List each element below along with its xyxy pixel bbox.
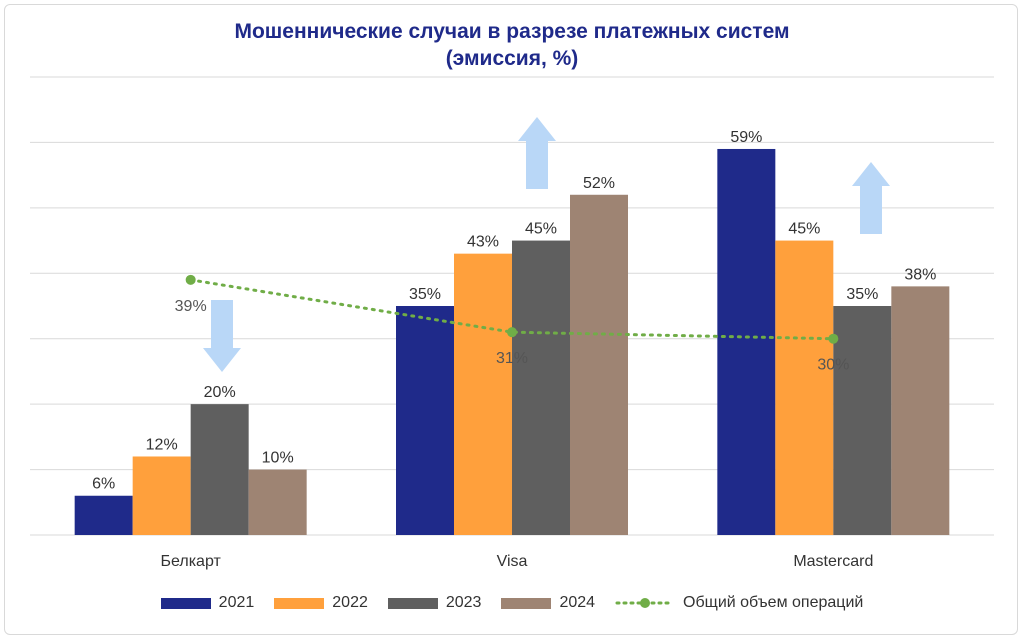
bar-2024-1 (570, 194, 628, 535)
data-label-2021-2: 59% (730, 129, 762, 146)
data-label-2024-0: 10% (262, 450, 294, 467)
bar-2021-2 (717, 148, 776, 535)
bar-2024-0 (248, 469, 307, 535)
line-label-2: 30% (817, 357, 849, 374)
legend-swatch-total (615, 598, 675, 608)
legend-swatch-2021 (160, 597, 211, 609)
trend-arrow-down-icon (203, 300, 241, 372)
legend-label-2023: 2023 (445, 594, 482, 611)
data-label-2022-2: 45% (788, 221, 820, 238)
data-label-2021-1: 35% (409, 286, 441, 303)
x-tick-label-0: Белкарт (161, 553, 222, 570)
x-tick-label-1: Visa (497, 553, 528, 570)
trend-arrow-up-icon (518, 117, 556, 189)
trend-arrow-up-icon (852, 162, 890, 234)
legend-item-2023: 2023 (387, 594, 482, 612)
bar-2021-0 (74, 495, 133, 535)
legend-label-2024: 2024 (559, 594, 596, 611)
bar-2022-2 (775, 240, 834, 536)
bar-2024-2 (891, 286, 950, 535)
data-label-2023-1: 45% (525, 221, 557, 238)
data-label-2023-0: 20% (204, 384, 236, 401)
line-point-2 (828, 333, 839, 344)
data-label-2023-2: 35% (846, 286, 878, 303)
data-label-2022-0: 12% (146, 436, 178, 453)
data-label-2022-1: 43% (467, 234, 499, 251)
chart-legend: 2021 2022 2023 2024 Общий объем операций (0, 594, 1024, 612)
legend-swatch-2022 (274, 597, 325, 609)
bar-2023-0 (190, 404, 249, 535)
bar-2023-1 (512, 240, 570, 536)
bar-2022-1 (454, 253, 512, 535)
line-point-0 (185, 274, 196, 285)
chart-title: Мошеннические случаи в разрезе платежных… (0, 18, 1024, 72)
legend-label-total: Общий объем операций (683, 594, 864, 611)
legend-item-2022: 2022 (274, 594, 368, 612)
bar-2022-0 (132, 456, 191, 535)
chart-title-line2: (эмиссия, %) (445, 47, 579, 70)
line-label-1: 31% (496, 350, 528, 367)
legend-swatch-2024 (501, 597, 552, 609)
legend-item-total: Общий объем операций (615, 594, 863, 612)
x-tick-label-2: Mastercard (793, 553, 873, 570)
data-label-2021-0: 6% (92, 476, 115, 493)
bar-2021-1 (396, 306, 454, 535)
legend-item-2024: 2024 (501, 594, 595, 612)
line-label-0: 39% (175, 298, 207, 315)
data-label-2024-1: 52% (583, 175, 615, 192)
legend-swatch-2023 (387, 597, 438, 609)
line-point-1 (507, 327, 517, 338)
chart-title-line1: Мошеннические случаи в разрезе платежных… (234, 20, 790, 43)
data-label-2024-2: 38% (904, 266, 936, 283)
legend-label-2022: 2022 (332, 594, 368, 611)
legend-label-2021: 2021 (218, 594, 255, 611)
legend-item-2021: 2021 (160, 594, 255, 612)
bar-2023-2 (833, 306, 892, 535)
